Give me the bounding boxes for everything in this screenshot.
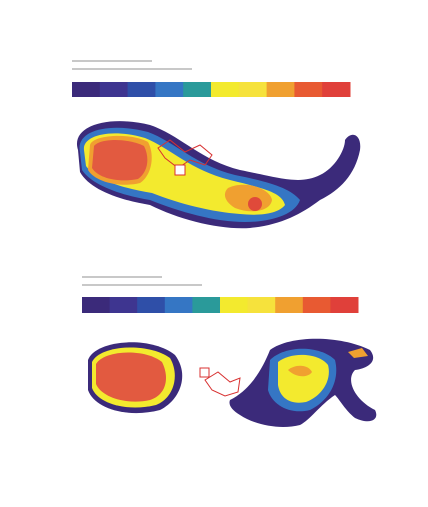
colorbar-swatch (247, 297, 276, 313)
colorbars (72, 82, 359, 313)
heatmap-1 (76, 121, 361, 229)
colorbar-swatch (82, 297, 111, 313)
colorbar-swatch (72, 82, 101, 97)
colorbar-swatch (266, 82, 295, 97)
region-level-3 (278, 354, 329, 403)
colorbar-swatch (164, 297, 193, 313)
colorbar-swatch (275, 297, 304, 313)
marker (199, 367, 210, 378)
region-level-4 (348, 348, 368, 358)
region-level-5 (248, 197, 262, 211)
colorbar-swatch (302, 297, 331, 313)
colorbar-swatch (109, 297, 138, 313)
colorbar-swatch (211, 82, 240, 97)
colorbar-swatch (127, 82, 156, 97)
caption-lines (72, 60, 202, 286)
colorbar-swatch (238, 82, 268, 97)
colorbar-swatch (155, 82, 184, 97)
colorbar-swatch (192, 297, 221, 313)
region-level-5 (96, 352, 166, 402)
caption-line (72, 60, 152, 62)
region-level-5 (92, 140, 148, 181)
colorbar-swatch (330, 297, 359, 313)
region-level-4 (288, 365, 312, 377)
caption-line (82, 284, 202, 286)
track-outline (204, 371, 241, 397)
colorbar-swatch (220, 297, 249, 313)
marker (174, 164, 186, 176)
caption-line (82, 276, 162, 278)
track-outline (157, 139, 213, 169)
heatmap-2 (88, 338, 377, 427)
colorbar-swatch (183, 82, 212, 97)
colorbar-swatch (322, 82, 351, 97)
colorbar-swatch (294, 82, 323, 97)
colorbar-swatch (99, 82, 129, 97)
caption-line (72, 68, 192, 70)
colorbar-swatch (137, 297, 166, 313)
